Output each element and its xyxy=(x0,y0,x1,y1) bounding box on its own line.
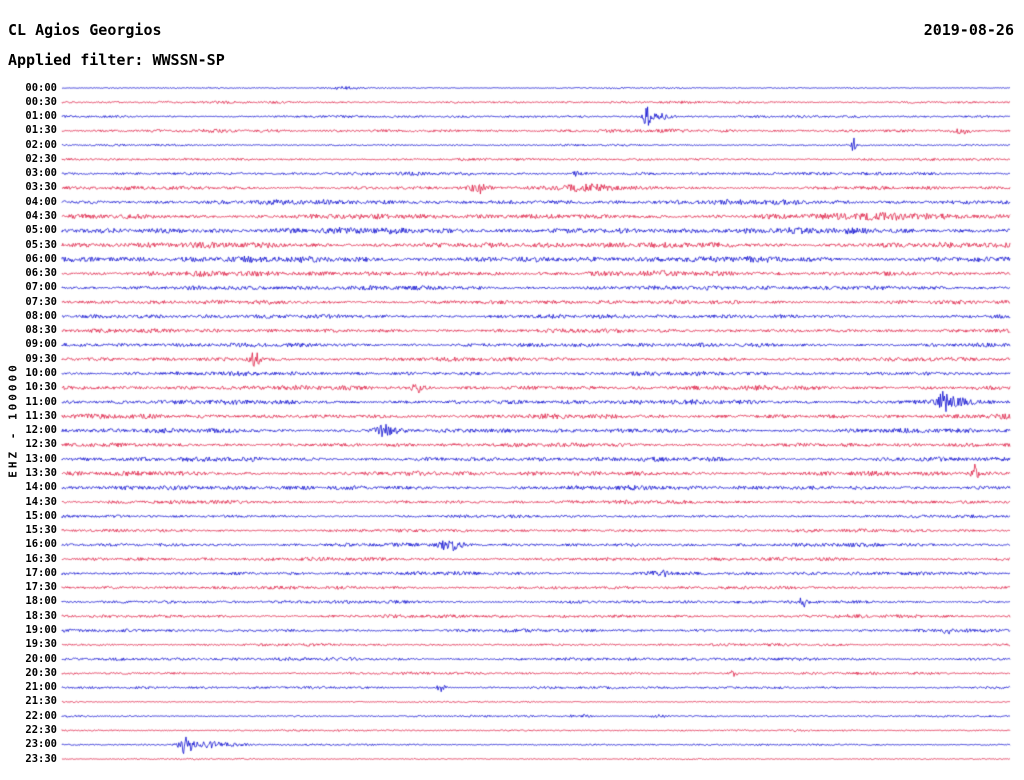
time-label: 01:30 xyxy=(25,124,57,137)
time-label: 04:00 xyxy=(25,195,57,208)
time-label: 09:30 xyxy=(25,352,57,365)
time-label: 03:00 xyxy=(25,167,57,180)
time-label: 00:30 xyxy=(25,95,57,108)
time-label: 08:30 xyxy=(25,324,57,337)
time-label: 05:30 xyxy=(25,238,57,251)
time-label: 19:30 xyxy=(25,638,57,651)
time-label: 02:30 xyxy=(25,152,57,165)
time-label: 09:00 xyxy=(25,338,57,351)
time-label: 14:00 xyxy=(25,481,57,494)
time-label: 15:00 xyxy=(25,509,57,522)
time-label: 18:00 xyxy=(25,595,57,608)
time-label: 22:30 xyxy=(25,723,57,736)
time-label: 22:00 xyxy=(25,709,57,722)
time-label: 13:30 xyxy=(25,466,57,479)
time-label: 06:00 xyxy=(25,252,57,265)
time-label: 03:30 xyxy=(25,181,57,194)
time-label: 19:00 xyxy=(25,624,57,636)
time-label: 21:00 xyxy=(25,681,57,694)
time-label: 06:30 xyxy=(25,267,57,280)
applied-filter-label: Applied filter: WWSSN-SP xyxy=(8,51,225,69)
time-label: 18:30 xyxy=(25,609,57,622)
time-label: 07:00 xyxy=(25,281,57,294)
time-label: 14:30 xyxy=(25,495,57,508)
time-label: 10:00 xyxy=(25,367,57,380)
time-label: 21:30 xyxy=(25,695,57,708)
station-title: CL Agios Georgios xyxy=(8,21,162,39)
time-label: 02:00 xyxy=(25,138,57,151)
time-label: 00:00 xyxy=(25,81,57,94)
time-label: 16:30 xyxy=(25,552,57,565)
time-label: 10:30 xyxy=(25,381,57,394)
time-label: 11:00 xyxy=(25,395,57,408)
time-label: 05:00 xyxy=(25,224,57,237)
time-label: 17:00 xyxy=(25,566,57,579)
time-label: 04:30 xyxy=(25,209,57,222)
time-label: 13:00 xyxy=(25,452,57,465)
time-label: 16:00 xyxy=(25,538,57,551)
record-date: 2019-08-26 xyxy=(923,21,1014,39)
time-label: 11:30 xyxy=(25,409,57,422)
time-label: 12:00 xyxy=(25,424,57,437)
time-label: 23:30 xyxy=(25,752,57,765)
time-label: 17:30 xyxy=(25,581,57,594)
time-label: 01:00 xyxy=(25,110,57,123)
time-label: 20:00 xyxy=(25,652,57,665)
time-label: 07:30 xyxy=(25,295,57,308)
time-label: 15:30 xyxy=(25,524,57,537)
time-label: 12:30 xyxy=(25,438,57,451)
time-label: 23:00 xyxy=(25,738,57,751)
time-label: 20:30 xyxy=(25,666,57,679)
time-label: 08:00 xyxy=(25,309,57,322)
